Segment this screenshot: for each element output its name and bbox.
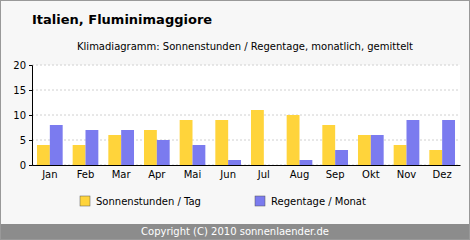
tick: Aug [290,169,310,180]
tick-label: 0 [20,160,26,171]
plot-area [32,65,460,165]
tick-mark [29,165,32,166]
tick: Mar [112,169,132,180]
tick: Feb [77,169,95,180]
tick: 20 [13,60,32,71]
bar [86,130,99,165]
bar [108,135,121,165]
bar [193,145,206,165]
tick: Mai [184,169,202,180]
tick-label: 10 [13,110,26,121]
axis-line [29,66,33,166]
grid-line [32,90,460,91]
legend-label: Sonnenstunden / Tag [96,196,201,207]
bar [322,125,335,165]
bar [264,165,277,166]
bar [394,145,407,165]
footer-bar [1,224,469,239]
tick: 10 [13,110,32,121]
tick-label: Feb [77,169,95,180]
tick-label: Jun [219,169,236,180]
bar [371,135,384,165]
grid-line [32,65,460,66]
series [50,120,455,165]
bar [300,160,313,165]
tick-label: Dez [433,169,452,180]
legend-swatch [80,196,90,206]
tick: Dez [433,169,452,180]
tick: Jun [219,169,236,180]
axis-line [33,165,461,166]
subtitle: Klimadiagramm: Sonnenstunden / Regentage… [77,41,413,52]
bar [50,125,63,165]
tick-label: Nov [397,169,417,180]
tick-label: Mar [112,169,132,180]
tick-label: Sep [326,169,345,180]
tick-mark [29,140,32,141]
tick: Jan [41,169,57,180]
series [37,110,442,165]
bar [429,150,442,165]
footer: Copyright (C) 2010 sonnenlaender.de [141,226,329,237]
bar [442,120,455,165]
tick-label: Jul [257,169,270,180]
bar [157,140,170,165]
tick: 0 [20,160,32,171]
bar [228,160,241,165]
bar [335,150,348,165]
tick-label: Mai [184,169,202,180]
tick-mark [29,90,32,91]
bar [73,145,86,165]
tick-mark [29,115,32,116]
legend-swatch [255,196,265,206]
tick-label: Jan [41,169,57,180]
tick: 15 [13,85,32,96]
grid-line [32,115,460,116]
bar [287,115,300,165]
bar [407,120,420,165]
bar [180,120,193,165]
bar [144,130,157,165]
bar [121,130,134,165]
bar [358,135,371,165]
bar [215,120,228,165]
y-axis: 0 5 10 15 20 [13,60,32,171]
tick-label: 15 [13,85,26,96]
tick-label: 5 [20,135,26,146]
bar [37,145,50,165]
tick: Apr [148,169,166,180]
tick-label: Aug [290,169,310,180]
bar [251,110,264,165]
legend: Sonnenstunden / Tag Regentage / Monat [80,196,366,207]
background [1,1,470,240]
chart: Italien, Fluminimaggiore Klimadiagramm: S… [0,0,470,240]
tick: Sep [326,169,345,180]
title: Italien, Fluminimaggiore [32,12,212,27]
tick: Nov [397,169,417,180]
bars [37,110,455,165]
tick-label: Okt [362,169,380,180]
tick: Okt [362,169,380,180]
tick-mark [29,65,32,66]
legend-label: Regentage / Monat [271,196,366,207]
tick: Jul [257,169,270,180]
tick: 5 [20,135,32,146]
grid [32,65,460,165]
tick-label: Apr [148,169,166,180]
x-axis: Jan Feb Mar Apr Mai Jun Jul Aug Sep Okt Nov Dez [33,166,461,181]
tick-label: 20 [13,60,26,71]
